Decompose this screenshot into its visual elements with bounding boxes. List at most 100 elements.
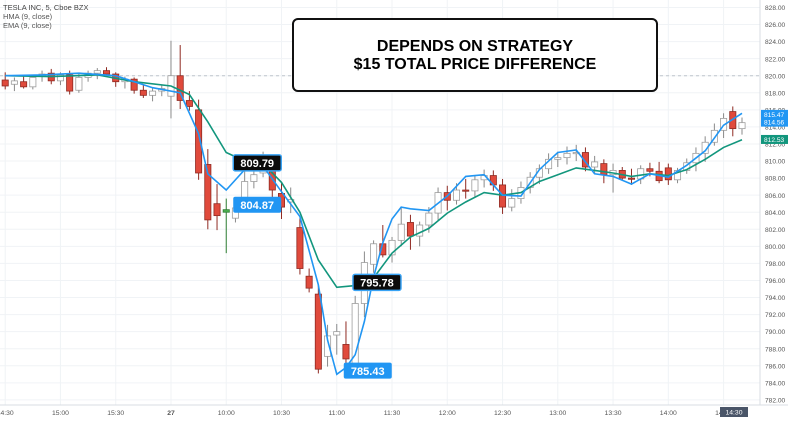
candle-body — [250, 174, 258, 182]
candle-body — [29, 77, 37, 88]
price-tag-text: 812.53 — [764, 137, 785, 144]
price-tag: 814.56 — [761, 117, 788, 127]
hma-line — [5, 72, 743, 376]
price-tag-text: 814.56 — [764, 120, 785, 127]
x-tick-label: 10:30 — [273, 410, 290, 417]
candle-body — [204, 164, 212, 221]
x-tick-label: 10:00 — [218, 410, 235, 417]
y-tick-label: 788.00 — [765, 346, 786, 353]
y-tick-label: 822.00 — [765, 56, 786, 63]
price-tag-box — [761, 109, 788, 119]
x-tick-label: 12:00 — [439, 410, 456, 417]
x-tick-label: 14:00 — [660, 410, 677, 417]
y-tick-label: 814.00 — [765, 125, 786, 132]
candle-body — [195, 109, 203, 174]
candle-body — [388, 239, 396, 256]
x-tick-label: 11:30 — [384, 410, 401, 417]
y-tick-label: 792.00 — [765, 312, 786, 319]
candle-body — [425, 212, 433, 226]
y-tick-label: 798.00 — [765, 261, 786, 268]
x-tick-label: 13:30 — [605, 410, 622, 417]
legend-symbol: TESLA INC, 5, Cboe BZX — [3, 3, 88, 12]
candle-body — [296, 227, 304, 269]
x-tick-label: 11:00 — [329, 410, 346, 417]
candle-body — [710, 129, 718, 143]
legend-hma: HMA (9, close) — [3, 12, 53, 21]
y-tick-label: 808.00 — [765, 176, 786, 183]
y-tick-label: 790.00 — [765, 329, 786, 336]
candle-body — [10, 80, 18, 85]
y-tick-label: 782.00 — [765, 397, 786, 404]
price-tag-text: 815.47 — [764, 112, 785, 119]
price-label-text: 785.43 — [351, 366, 385, 378]
price-tag-box — [761, 134, 788, 144]
y-tick-label: 802.00 — [765, 227, 786, 234]
candle-body — [75, 77, 83, 91]
price-label-795-78: 795.78 — [352, 273, 402, 292]
candle-body — [130, 78, 138, 91]
candle-body — [462, 189, 470, 192]
price-annotations: 809.79 804.87 795.78 785.43 — [232, 154, 402, 379]
price-label-text: 804.87 — [240, 200, 274, 212]
candle-body — [185, 100, 193, 107]
candle-body — [370, 243, 378, 265]
price-tag: 812.53 — [761, 134, 788, 144]
price-tag: 815.47 — [761, 109, 788, 119]
y-tick-label: 824.00 — [765, 39, 786, 46]
time-marker: 14:30 — [720, 407, 748, 417]
y-tick-label: 828.00 — [765, 5, 786, 12]
legend: TESLA INC, 5, Cboe BZX HMA (9, close) EM… — [3, 3, 88, 30]
price-label-box — [232, 154, 282, 172]
banner-line-1: DEPENDS ON STRATEGY — [377, 38, 574, 55]
y-tick-label: 786.00 — [765, 363, 786, 370]
price-label-text: 809.79 — [240, 158, 274, 170]
candle-body — [139, 89, 147, 96]
price-label-box — [233, 196, 282, 213]
time-marker-text: 14:30 — [725, 410, 742, 417]
candle-body — [563, 152, 571, 159]
candle-body — [149, 90, 157, 96]
y-tick-label: 806.00 — [765, 193, 786, 200]
y-tick-label: 794.00 — [765, 295, 786, 302]
y-tick-label: 826.00 — [765, 22, 786, 29]
candle-body — [471, 179, 479, 192]
candle-body — [397, 223, 405, 241]
candle-body — [406, 222, 414, 237]
x-tick-label: 27 — [167, 410, 175, 417]
candle-body — [646, 168, 654, 172]
y-tick-label: 820.00 — [765, 73, 786, 80]
candle-body — [508, 198, 516, 208]
candle-body — [342, 344, 350, 360]
candle-body — [20, 81, 28, 88]
x-tick-label: 15:00 — [52, 410, 69, 417]
candle-body — [222, 209, 230, 213]
y-tick-label: 804.00 — [765, 210, 786, 217]
price-axis[interactable]: 828.00826.00824.00822.00820.00818.00816.… — [765, 5, 786, 404]
candle-body — [56, 74, 64, 82]
candle-body — [627, 177, 635, 180]
candle-body — [554, 157, 562, 160]
candle-body — [452, 189, 460, 201]
y-tick-label: 796.00 — [765, 278, 786, 285]
price-label-box — [343, 362, 392, 379]
candle-body — [591, 161, 599, 168]
price-label-text: 795.78 — [360, 278, 394, 290]
candle-body — [305, 275, 313, 289]
candle-body — [581, 152, 589, 168]
candle-body — [738, 122, 746, 130]
legend-ema: EMA (9, close) — [3, 21, 52, 30]
banner-line-2: $15 TOTAL PRICE DIFFERENCE — [354, 56, 597, 73]
y-tick-label: 818.00 — [765, 90, 786, 97]
x-tick-label: 15:30 — [107, 410, 124, 417]
candle-body — [66, 74, 74, 92]
price-label-804-87: 804.87 — [233, 196, 282, 213]
candle-body — [103, 70, 111, 75]
x-tick-label: 12:30 — [494, 410, 511, 417]
candle-body — [314, 293, 322, 370]
time-marker-box — [720, 407, 748, 417]
time-axis[interactable]: 14:30 15:00 15:30 27 10:00 10:30 11:00 11:30 12:… — [0, 407, 748, 417]
price-label-box — [352, 273, 402, 292]
ema-line — [5, 74, 743, 289]
